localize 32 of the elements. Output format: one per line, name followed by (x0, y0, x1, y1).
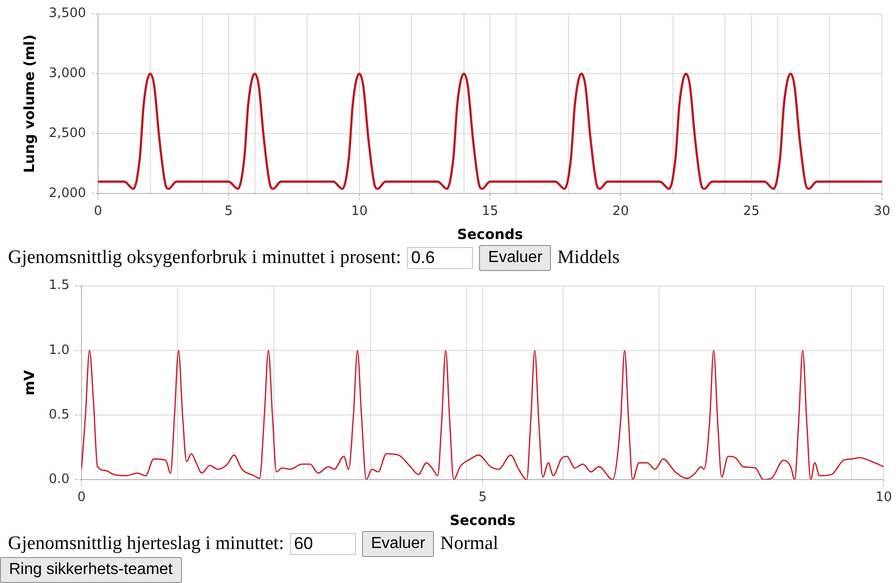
x-tick-label: 0 (77, 490, 86, 505)
x-tick-label: 30 (874, 204, 890, 219)
y-tick-label: 2,000 (48, 186, 86, 201)
x-tick-label: 15 (482, 204, 498, 219)
evaluate-button: Evaluer (479, 245, 552, 271)
text-field: 60 (290, 533, 356, 555)
y-tick-label: 0.0 (48, 472, 70, 487)
y-tick-label: 3,000 (48, 66, 86, 82)
line-series (98, 72, 882, 190)
x-tick-label: 5 (478, 490, 487, 505)
x-tick-label: 20 (612, 204, 629, 219)
text: Gjenomsnittlig oksygenforbruk i minuttet i prosent: (8, 247, 402, 269)
x-axis-title: Seconds (450, 513, 516, 530)
y-tick-label: 1.5 (48, 278, 70, 294)
x-tick-label: 5 (224, 204, 233, 219)
x-tick-label: 10 (875, 490, 892, 505)
x-axis-title: Seconds (457, 227, 523, 244)
x-tick-label: 0 (94, 204, 102, 219)
y-tick-label: 1.0 (48, 342, 70, 358)
text: Middels (557, 247, 620, 269)
y-axis-title: mV (22, 370, 38, 396)
text: Gjenomsnittlig hjerteslag i minuttet: (8, 533, 284, 555)
y-tick-label: 2,500 (48, 126, 86, 142)
x-tick-label: 10 (351, 204, 368, 219)
text: Normal (440, 533, 498, 555)
text-field: 0.6 (407, 247, 474, 269)
y-tick-label: 3,500 (48, 6, 86, 22)
x-tick-label: 25 (743, 204, 760, 219)
y-axis-title: Lung volume (ml) (22, 34, 38, 173)
evaluate-button: Evaluer (362, 531, 434, 557)
y-tick-label: 0.5 (48, 407, 70, 422)
call-button: Ring sikkerhets-teamet (0, 557, 182, 583)
